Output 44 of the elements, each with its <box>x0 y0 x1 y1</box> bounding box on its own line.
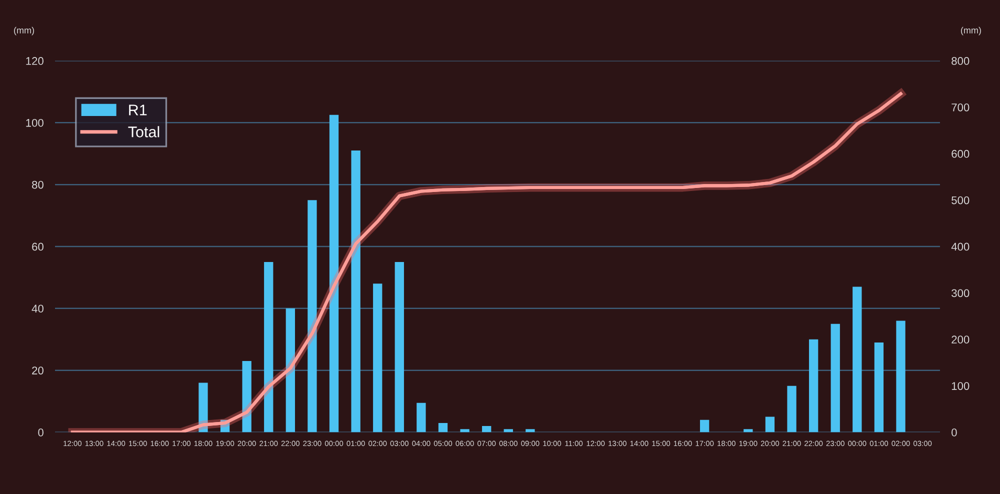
bar <box>198 382 208 432</box>
bar <box>329 114 339 432</box>
bar <box>264 262 274 432</box>
y2-tick-label: 300 <box>952 289 970 298</box>
bar <box>787 386 796 432</box>
y-axis-title: (mm) <box>14 26 34 36</box>
bar <box>852 286 862 432</box>
bar <box>744 429 753 432</box>
legend-label: R1 <box>129 104 147 116</box>
bar <box>874 342 884 432</box>
bar <box>482 426 492 432</box>
bar <box>416 402 426 432</box>
y-tick-label: 80 <box>32 180 44 189</box>
y2-axis-title: (mm) <box>961 26 981 36</box>
bar <box>896 320 906 432</box>
bar <box>765 416 775 432</box>
y2-tick-label: 200 <box>952 336 970 344</box>
bar <box>460 429 470 432</box>
bar <box>504 429 513 432</box>
y2-tick-label: 0 <box>952 428 957 436</box>
y-tick-label: 120 <box>26 57 44 65</box>
y-tick-label: 40 <box>32 304 44 313</box>
bar <box>394 262 404 432</box>
y2-tick-label: 100 <box>952 382 970 390</box>
y2-tick-label: 400 <box>951 242 970 251</box>
bar <box>808 339 818 432</box>
bar <box>373 284 382 432</box>
bar <box>308 200 317 432</box>
bar <box>286 308 295 432</box>
y2-tick-label: 500 <box>952 196 970 204</box>
bar <box>700 420 710 432</box>
bar <box>351 150 360 432</box>
y-tick-label: 20 <box>32 366 44 374</box>
y2-tick-label: 800 <box>952 57 970 65</box>
bar <box>526 429 535 432</box>
y-tick-label: 60 <box>32 242 44 251</box>
y2-tick-label: 700 <box>952 103 970 112</box>
bar <box>438 422 448 432</box>
y2-tick-label: 600 <box>952 150 970 158</box>
bar <box>830 324 840 432</box>
y-tick-label: 0 <box>38 428 44 436</box>
legend-label: Total <box>128 126 160 138</box>
bar <box>242 361 252 432</box>
y-tick-label: 100 <box>26 118 44 127</box>
